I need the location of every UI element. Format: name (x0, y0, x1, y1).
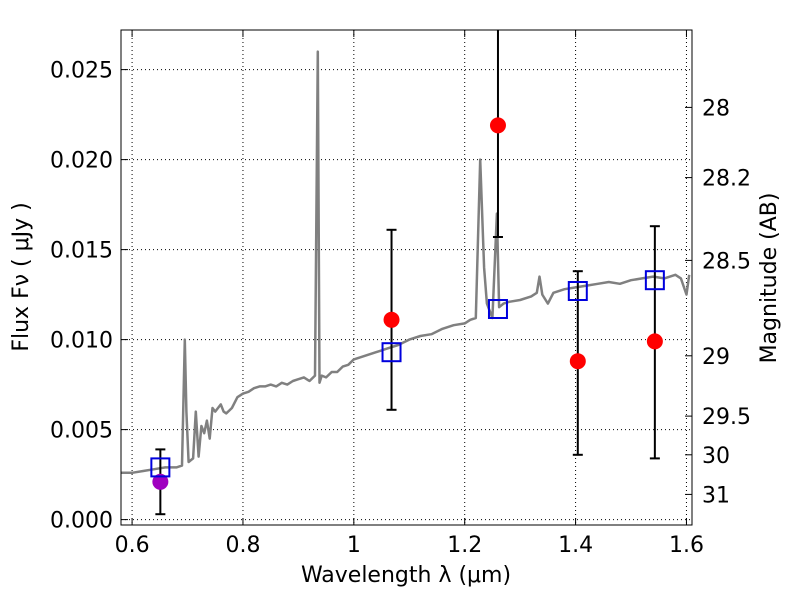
x-tick-label: 1.2 (447, 533, 482, 558)
axes: 0.6 0.8 1 1.2 1.4 1.6 0.000 0.005 0.010 0.015 0.02… (50, 30, 751, 558)
model-point (381, 342, 402, 363)
y2-tick-label: 28 (702, 96, 730, 121)
y2-tick-label: 28.5 (702, 249, 751, 274)
y-tick-label: 0.000 (50, 509, 113, 534)
x-tick-label: 0.8 (225, 533, 260, 558)
y-tick-label: 0.015 (50, 239, 113, 264)
x-tick-label: 1 (347, 533, 361, 558)
observed-point (489, 117, 506, 134)
observed-point (383, 311, 400, 328)
y2-tick-label: 30 (702, 444, 730, 469)
y-tick-label: 0.025 (50, 59, 113, 84)
overflow-layer (150, 30, 665, 516)
model-point (644, 270, 665, 291)
y-tick-label: 0.005 (50, 419, 113, 444)
model-point (487, 299, 508, 319)
y-tick-label: 0.010 (50, 329, 113, 354)
y-axis-label: Flux Fν ( μJy ) (9, 202, 34, 351)
observed-point (569, 353, 586, 370)
grid (121, 30, 692, 525)
x-tick-label: 1.4 (558, 533, 593, 558)
spectrum-line (121, 50, 691, 475)
x-axis-label: Wavelength λ (μm) (301, 563, 511, 588)
x-tick-label: 1.6 (669, 533, 704, 558)
x-tick-label: 0.6 (115, 533, 150, 558)
y2-tick-label: 29 (702, 345, 730, 370)
y2-axis-label: Magnitude (AB) (757, 193, 782, 364)
y-tick-label: 0.020 (50, 149, 113, 174)
observed-point (152, 473, 169, 490)
y2-tick-label: 28.2 (702, 167, 751, 192)
series-layer (121, 50, 691, 475)
model-point (567, 281, 588, 301)
model-point (150, 457, 171, 478)
plot-background (121, 30, 692, 525)
y2-tick-label: 29.5 (702, 405, 751, 430)
y2-tick-label: 31 (702, 483, 730, 508)
observed-point (646, 333, 663, 350)
plot-frame (120, 29, 693, 526)
